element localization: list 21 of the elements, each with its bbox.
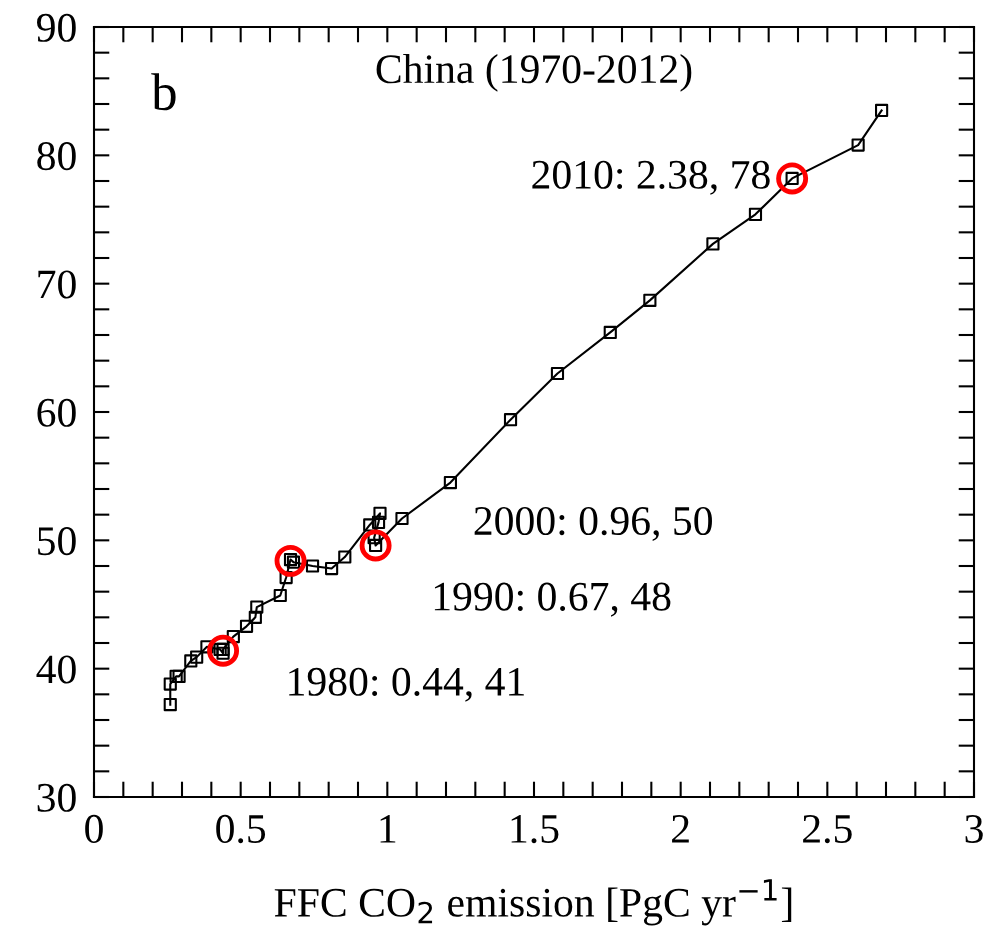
annotation: 1990: 0.67, 48 bbox=[434, 582, 671, 617]
y-tick-label: 60 bbox=[37, 398, 76, 427]
x-axis-title: FFC CO$_{2}$ emission [PgC yr$^{−1}$] bbox=[274, 879, 792, 926]
x-tick-label: 3 bbox=[965, 814, 983, 843]
x-tick-label: 2 bbox=[672, 814, 689, 843]
annotation: 1980: 0.44, 41 bbox=[289, 667, 524, 702]
text: China (1970-2012) bbox=[376, 53, 692, 92]
x-tick-label: 2.5 bbox=[803, 814, 852, 844]
annotation: 2000: 0.96, 50 bbox=[474, 506, 712, 542]
y-tick-label: 70 bbox=[38, 270, 76, 299]
x-tick-label: 0.5 bbox=[216, 814, 266, 844]
x-tick-label: 1 bbox=[380, 815, 396, 843]
y-tick-label: 30 bbox=[37, 783, 76, 812]
annotation: 2010: 2.38, 78 bbox=[532, 160, 770, 195]
x-tick-label: 1.5 bbox=[511, 815, 559, 844]
y-tick-label: 80 bbox=[37, 142, 76, 171]
annotation: b bbox=[151, 73, 176, 111]
y-tick-label: 90 bbox=[37, 13, 76, 42]
x-tick-label: 0 bbox=[85, 814, 103, 843]
y-tick-label: 50 bbox=[38, 527, 76, 556]
y-tick-label: 40 bbox=[36, 655, 76, 684]
